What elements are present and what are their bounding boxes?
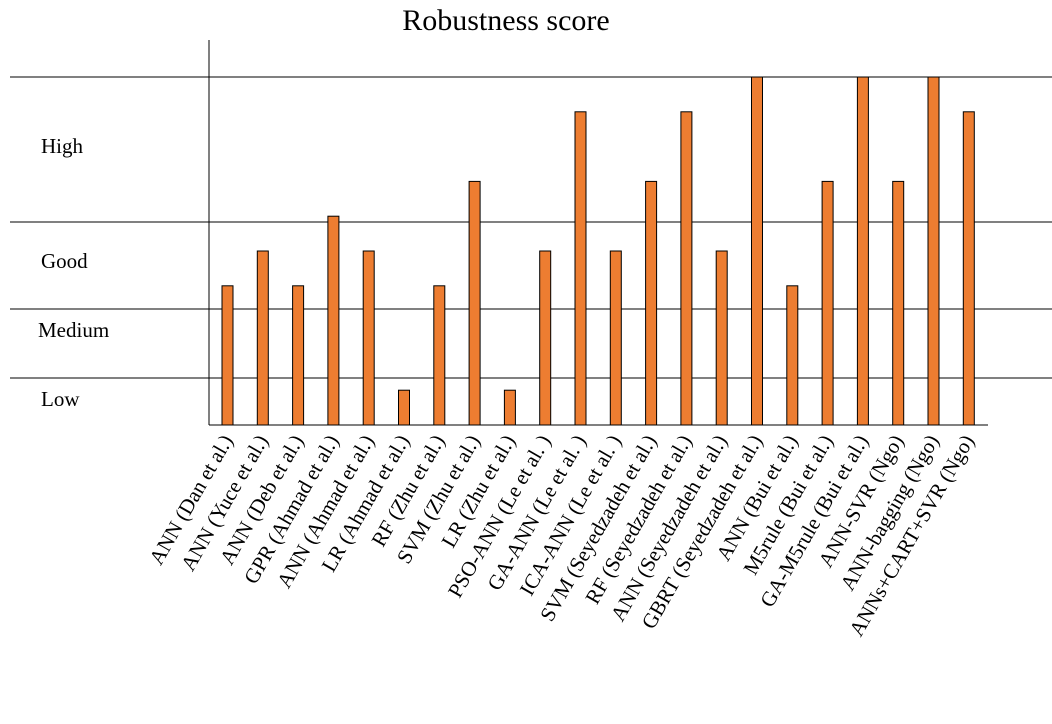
bar (221, 285, 234, 426)
x-tick-labels: ANN (Dan et al.)ANN (Yuce et al.)ANN (De… (144, 430, 979, 640)
bar (398, 389, 410, 426)
band-label-medium: Medium (38, 318, 109, 342)
band-gridlines (10, 76, 1052, 379)
bar (892, 180, 905, 426)
bar (751, 76, 763, 426)
bar (856, 76, 869, 426)
bar (786, 285, 799, 426)
bar (256, 250, 269, 426)
bar (821, 180, 834, 426)
bar (468, 180, 481, 426)
bar (362, 250, 375, 426)
bar (503, 389, 516, 426)
bar (962, 111, 975, 426)
band-label-high: High (41, 134, 84, 158)
bar (574, 111, 587, 426)
bar (539, 250, 552, 426)
bar (433, 285, 446, 426)
bar (927, 76, 940, 426)
bar (327, 215, 340, 426)
band-labels: Low Medium Good High (38, 134, 109, 411)
bar (292, 285, 305, 426)
bar (609, 250, 622, 426)
bar (680, 111, 693, 426)
chart-title: Robustness score (402, 4, 609, 37)
band-label-low: Low (41, 387, 80, 411)
bars (221, 76, 975, 426)
band-label-good: Good (41, 249, 88, 273)
bar (715, 250, 728, 426)
bar (645, 180, 658, 426)
